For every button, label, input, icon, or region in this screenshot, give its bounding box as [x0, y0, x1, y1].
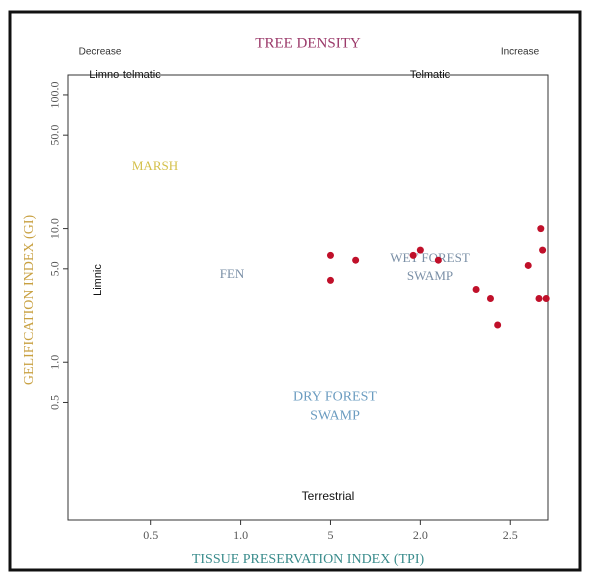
point: [326, 276, 334, 284]
annotation: Limno-telmatic: [89, 69, 161, 81]
point: [539, 246, 547, 254]
point: [535, 294, 543, 302]
annotation: MARSH: [132, 158, 178, 173]
point: [486, 294, 494, 302]
y-tick-label: 50.0: [48, 125, 62, 146]
chart-title: TREE DENSITY: [255, 35, 361, 51]
frame: [8, 10, 582, 572]
point: [537, 225, 545, 233]
annotation: FEN: [220, 266, 245, 281]
annotation: Terrestrial: [302, 489, 355, 503]
x-tick-label: 1.0: [233, 528, 248, 542]
point: [542, 294, 550, 302]
point: [524, 261, 532, 269]
point: [326, 251, 334, 259]
y-tick-label: 100.0: [48, 81, 62, 108]
point: [416, 246, 424, 254]
annotation: Telmatic: [410, 69, 451, 81]
y-tick-label: 0.5: [48, 395, 62, 410]
point: [494, 321, 502, 329]
point: [434, 256, 442, 264]
y-axis-label: GELIFICATION INDEX (GI): [22, 215, 37, 386]
y-tick-label: 5.0: [48, 261, 62, 276]
y-tick-label: 1.0: [48, 355, 62, 370]
x-tick-label: 0.5: [143, 528, 158, 542]
annotation: Decrease: [79, 47, 122, 58]
annotation: WET FOREST SWAMP: [390, 250, 470, 283]
x-axis-label: TISSUE PRESERVATION INDEX (TPI): [192, 552, 425, 567]
x-tick-label: 2.5: [503, 528, 518, 542]
point: [409, 251, 417, 259]
point: [352, 256, 360, 264]
x-tick-label: 5: [327, 528, 333, 542]
y-tick-label: 10.0: [48, 218, 62, 239]
x-tick-label: 2.0: [413, 528, 428, 542]
point: [472, 286, 480, 294]
annotation: Limnic: [92, 264, 104, 296]
annotation: DRY FOREST SWAMP: [293, 390, 377, 424]
plot-area: [67, 74, 549, 521]
annotation: Increase: [501, 47, 540, 58]
